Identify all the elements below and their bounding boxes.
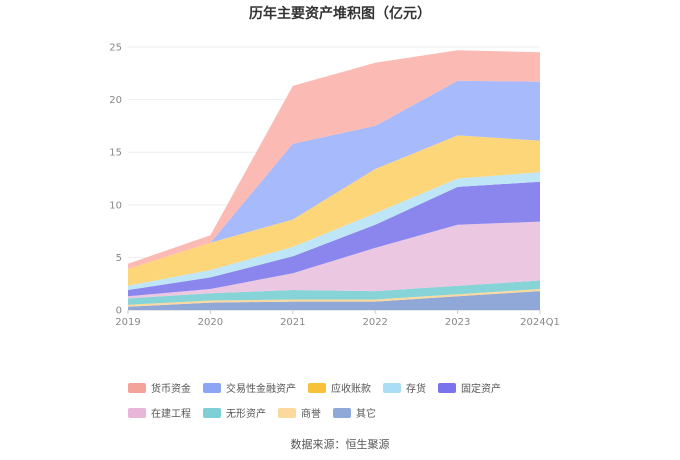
legend-item[interactable]: 存货 xyxy=(383,380,426,395)
legend-label: 应收账款 xyxy=(331,384,371,395)
legend-item[interactable]: 其它 xyxy=(333,405,376,420)
legend-item[interactable]: 无形资产 xyxy=(203,405,266,420)
legend-swatch xyxy=(203,382,221,393)
legend-label: 货币资金 xyxy=(151,384,191,395)
legend-swatch xyxy=(203,407,221,418)
legend-swatch xyxy=(438,382,456,393)
area-series xyxy=(128,50,540,310)
legend-label: 商誉 xyxy=(301,409,321,420)
x-tick-label: 2023 xyxy=(445,317,470,328)
legend-swatch xyxy=(278,407,296,418)
legend-item[interactable]: 货币资金 xyxy=(128,380,191,395)
legend-label: 在建工程 xyxy=(151,409,191,420)
legend: 货币资金 交易性金融资产 应收账款 存货 固定资产在建工程 无形资产 商誉 其它 xyxy=(128,380,568,426)
y-tick-label: 15 xyxy=(109,148,122,159)
area-在建工程 xyxy=(128,221,540,299)
legend-item[interactable]: 应收账款 xyxy=(308,380,371,395)
chart-title: 历年主要资产堆积图（亿元） xyxy=(249,6,431,22)
x-tick-label: 2021 xyxy=(280,317,305,328)
y-tick-label: 25 xyxy=(109,43,122,54)
axes: 0 5 10 15 20 25 2019 2020 2021 2022 2023 2024Q1 xyxy=(109,43,560,329)
y-tick-label: 0 xyxy=(116,306,122,317)
legend-item[interactable]: 在建工程 xyxy=(128,405,191,420)
area-货币资金 xyxy=(128,50,540,270)
legend-label: 其它 xyxy=(356,409,376,420)
legend-swatch xyxy=(308,382,326,393)
x-tick-label: 2019 xyxy=(115,317,140,328)
y-tick-label: 20 xyxy=(109,95,122,106)
legend-swatch xyxy=(383,382,401,393)
legend-label: 存货 xyxy=(406,384,426,395)
x-tick-label: 2024Q1 xyxy=(520,317,560,328)
legend-label: 固定资产 xyxy=(461,384,501,395)
x-tick-label: 2020 xyxy=(198,317,223,328)
x-tick-label: 2022 xyxy=(362,317,387,328)
legend-item[interactable]: 固定资产 xyxy=(438,380,501,395)
area-固定资产 xyxy=(128,181,540,297)
legend-item[interactable]: 商誉 xyxy=(278,405,321,420)
y-tick-label: 10 xyxy=(109,200,122,211)
area-商誉 xyxy=(128,289,540,307)
legend-swatch xyxy=(128,382,146,393)
y-tick-label: 5 xyxy=(116,253,122,264)
legend-label: 无形资产 xyxy=(226,409,266,420)
legend-swatch xyxy=(128,407,146,418)
area-交易性金融资产 xyxy=(128,80,540,269)
legend-item[interactable]: 交易性金融资产 xyxy=(203,380,296,395)
source-note: 数据来源：恒生聚源 xyxy=(290,438,390,451)
area-应收账款 xyxy=(128,135,540,286)
legend-label: 交易性金融资产 xyxy=(226,384,296,395)
area-存货 xyxy=(128,172,540,290)
area-其它 xyxy=(128,291,540,310)
area-无形资产 xyxy=(128,280,540,305)
legend-swatch xyxy=(333,407,351,418)
